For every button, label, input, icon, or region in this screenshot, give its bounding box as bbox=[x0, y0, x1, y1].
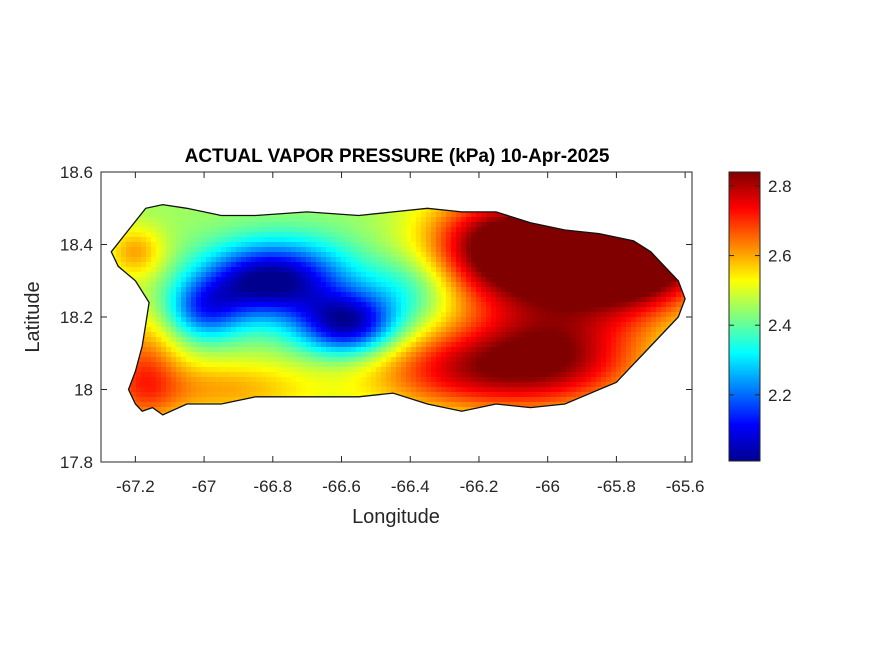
x-tick-label: -67.2 bbox=[116, 477, 155, 496]
colorbar-ticks: 2.2 2.4 2.6 2.8 bbox=[729, 177, 792, 405]
x-tick-label: -67 bbox=[192, 477, 217, 496]
x-tick-label: -66.8 bbox=[253, 477, 292, 496]
x-axis-label: Longitude bbox=[352, 506, 440, 528]
colorbar-tick-label: 2.6 bbox=[768, 247, 792, 266]
y-tick-label: 18.6 bbox=[60, 163, 93, 182]
chart-title: ACTUAL VAPOR PRESSURE (kPa) 10-Apr-2025 bbox=[185, 146, 610, 167]
island-coastline bbox=[110, 203, 686, 416]
colorbar-tick-label: 2.4 bbox=[768, 316, 792, 335]
x-tick-label: -66.4 bbox=[391, 477, 430, 496]
island-outline bbox=[110, 203, 686, 416]
x-tick-label: -65.6 bbox=[666, 477, 705, 496]
y-tick-label: 18.4 bbox=[60, 236, 93, 255]
y-tick-label: 17.8 bbox=[60, 453, 93, 472]
x-tick-label: -66 bbox=[535, 477, 560, 496]
colorbar: 2.2 2.4 2.6 2.8 bbox=[728, 171, 792, 462]
plot-area: -67.2 -67 -66.8 -66.6 -66.4 -66.2 -66 -65.8 -65.… bbox=[60, 163, 705, 496]
x-tick-label: -66.6 bbox=[322, 477, 361, 496]
colorbar-tick-label: 2.8 bbox=[768, 177, 792, 196]
colorbar-gradient bbox=[728, 171, 761, 462]
x-axis-ticks: -67.2 -67 -66.8 -66.6 -66.4 -66.2 -66 -65.8 -65.… bbox=[116, 172, 705, 496]
x-tick-label: -66.2 bbox=[460, 477, 499, 496]
y-axis-label: Latitude bbox=[22, 281, 44, 352]
colorbar-tick-label: 2.2 bbox=[768, 386, 792, 405]
y-axis-ticks: 18.6 18.4 18.2 18 17.8 bbox=[60, 163, 692, 472]
y-tick-label: 18.2 bbox=[60, 308, 93, 327]
y-tick-label: 18 bbox=[74, 381, 93, 400]
x-tick-label: -65.8 bbox=[597, 477, 636, 496]
